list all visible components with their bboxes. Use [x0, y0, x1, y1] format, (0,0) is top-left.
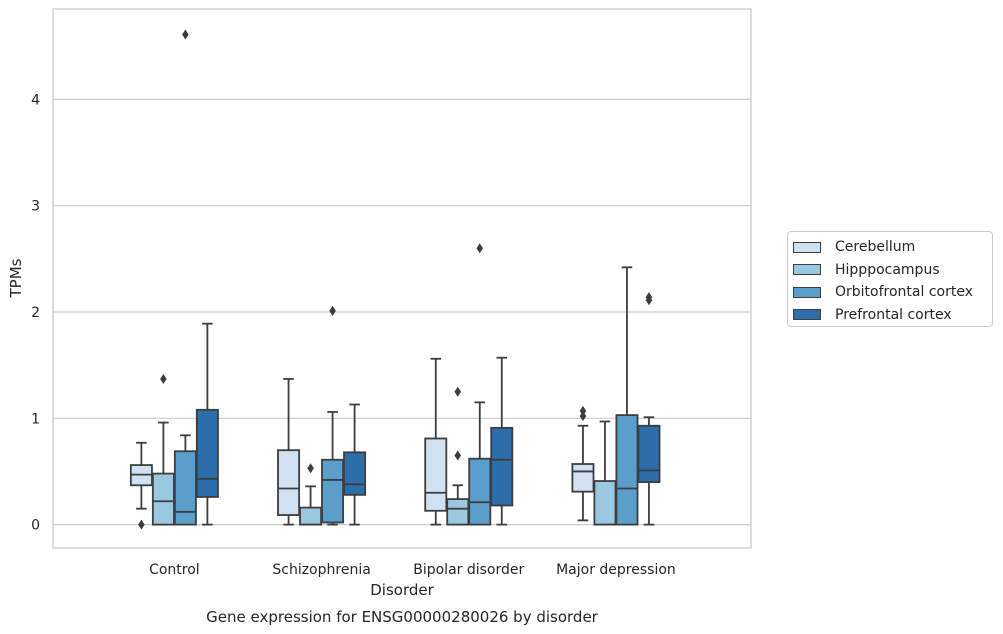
box-iqr	[490, 426, 514, 507]
y-tick-label: 1	[31, 411, 40, 427]
outlier-point	[454, 386, 462, 397]
box-orbitofrontal-cortex-schizophrenia	[321, 305, 345, 526]
legend-item: Orbitofrontal cortex	[793, 281, 992, 304]
plot-area-frame	[52, 8, 752, 549]
box-orbitofrontal-cortex-major-depression	[615, 266, 639, 526]
legend-swatch	[793, 264, 821, 276]
box-iqr	[277, 449, 301, 516]
box-iqr	[446, 498, 470, 526]
box-orbitofrontal-cortex-control	[173, 29, 197, 526]
box-iqr	[571, 463, 595, 493]
y-axis-title: TPMs	[7, 258, 25, 298]
box-iqr	[151, 472, 175, 526]
legend-item: Cerebellum	[793, 236, 992, 259]
legend-label: Cerebellum	[835, 239, 916, 256]
chart-title: Gene expression for ENSG00000280026 by d…	[206, 608, 599, 626]
box-iqr	[637, 424, 661, 483]
box-cerebellum-major-depression	[571, 405, 595, 522]
outlier-point	[329, 305, 336, 316]
y-tick-labels: 0 1 2 3 4	[31, 92, 40, 533]
x-tick-labels: Control Schizophrenia Bipolar disorder Majo…	[149, 562, 676, 578]
box-cerebellum-schizophrenia	[277, 378, 301, 526]
box-orbitofrontal-cortex-bipolar-disorder	[468, 243, 492, 526]
x-tick-label: Bipolar disorder	[413, 562, 524, 578]
x-tick-label: Schizophrenia	[272, 562, 370, 578]
box-iqr	[343, 451, 367, 496]
box-hipppocampus-control	[151, 373, 175, 526]
box-prefrontal-cortex-schizophrenia	[343, 403, 367, 526]
legend-swatch	[793, 241, 821, 253]
legend-label: Prefrontal cortex	[835, 306, 952, 323]
box-iqr	[424, 437, 448, 512]
outlier-point	[182, 29, 189, 40]
outlier-point	[454, 450, 462, 461]
legend-item: Hipppocampus	[793, 259, 992, 282]
y-tick-label: 4	[31, 92, 40, 108]
outlier-point	[645, 292, 653, 303]
box-plot-groups	[129, 29, 661, 530]
box-iqr	[173, 450, 197, 526]
outlier-point	[160, 373, 167, 384]
box-hipppocampus-schizophrenia	[299, 463, 323, 526]
box-cerebellum-control	[129, 441, 153, 530]
outlier-point	[579, 405, 587, 416]
legend-label: Hipppocampus	[835, 261, 940, 278]
box-iqr	[299, 506, 323, 526]
legend-swatch	[793, 286, 821, 298]
x-tick-label: Major depression	[556, 562, 676, 578]
outlier-point	[476, 243, 484, 254]
legend: Cerebellum Hipppocampus Orbitofrontal cort…	[787, 231, 993, 327]
outlier-point	[138, 519, 145, 530]
outlier-point	[307, 463, 314, 474]
y-tick-label: 3	[31, 199, 40, 215]
box-iqr	[468, 457, 492, 526]
box-prefrontal-cortex-control	[195, 322, 219, 526]
outlier-point	[579, 411, 587, 422]
box-prefrontal-cortex-major-depression	[637, 292, 661, 526]
legend-swatch	[793, 309, 821, 321]
y-tick-label: 2	[31, 305, 40, 321]
box-hipppocampus-major-depression	[593, 420, 617, 526]
y-tick-label: 0	[31, 518, 40, 534]
x-tick-label: Control	[149, 562, 200, 578]
box-iqr	[321, 458, 345, 524]
box-cerebellum-bipolar-disorder	[424, 357, 448, 526]
box-prefrontal-cortex-bipolar-disorder	[490, 356, 514, 526]
legend-label: Orbitofrontal cortex	[835, 284, 973, 301]
legend-item: Prefrontal cortex	[793, 304, 992, 327]
box-hipppocampus-bipolar-disorder	[446, 386, 470, 526]
box-iqr	[593, 480, 617, 526]
box-iqr	[615, 414, 639, 526]
x-axis-title: Disorder	[370, 581, 434, 599]
box-iqr	[195, 408, 219, 498]
